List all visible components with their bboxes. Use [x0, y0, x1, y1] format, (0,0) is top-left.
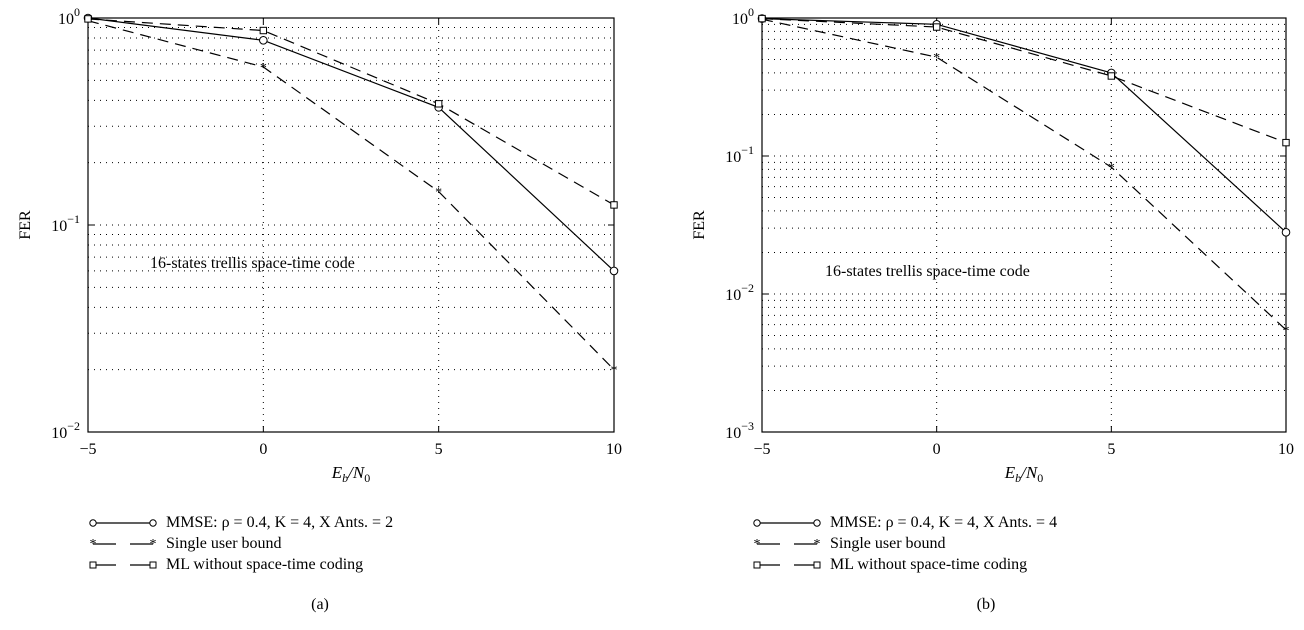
legend-b-swatch-1 — [753, 519, 821, 527]
svg-text:*: * — [150, 537, 157, 552]
x-tick-label: 5 — [435, 441, 443, 458]
data-point-star: * — [435, 186, 442, 201]
data-point-square — [610, 201, 618, 209]
legend-a-swatch-3 — [89, 561, 157, 569]
legend-a-swatch-2: * * — [90, 537, 157, 552]
data-point-square — [758, 14, 766, 23]
y-tick-label: 10−3 — [725, 419, 754, 442]
data-point-square — [932, 23, 941, 31]
x-tick-label: 5 — [1107, 441, 1115, 458]
y-tick-label: 10−1 — [51, 212, 80, 235]
panel-label-b: (b) — [976, 596, 996, 613]
grid-b — [762, 18, 1286, 432]
data-point-star: * — [933, 51, 940, 66]
data-point-square — [84, 15, 92, 23]
svg-text:*: * — [754, 537, 761, 552]
x-axis-label: Eb/N0 — [1004, 463, 1043, 485]
data-point-circle — [609, 266, 619, 276]
y-axis-label: FER — [17, 210, 34, 240]
y-axis-label: FER — [691, 210, 708, 240]
legend-b-swatch-2: * * — [754, 537, 821, 552]
y-tick-label: 10−1 — [725, 143, 754, 166]
data-point-square — [434, 100, 443, 108]
plot-frame-b — [761, 17, 1287, 433]
legend-a-label-2: Single user bound — [166, 535, 282, 552]
data-point-star: * — [1283, 324, 1290, 339]
x-tick-label: −5 — [79, 441, 96, 458]
svg-text:*: * — [90, 537, 97, 552]
x-tick-label: 10 — [1278, 441, 1294, 458]
x-axis-label: Eb/N0 — [331, 463, 370, 485]
y-tick-label: 10−2 — [725, 281, 754, 304]
series-line — [87, 18, 615, 206]
grid-a — [88, 18, 614, 432]
legend-a-label-1: MMSE: ρ = 0.4, K = 4, X Ants. = 2 — [166, 514, 394, 531]
series-line — [761, 18, 1287, 331]
x-tick-label: 0 — [933, 441, 941, 458]
panel-label-a: (a) — [311, 596, 329, 613]
data-point-star: * — [611, 364, 618, 379]
series-line — [761, 18, 1287, 233]
data-point-square — [1282, 138, 1290, 147]
data-point-star: * — [260, 61, 267, 76]
legend-b-swatch-3 — [753, 561, 821, 569]
data-point-star: * — [1108, 161, 1115, 176]
legend-a-label-3: ML without space-time coding — [166, 556, 364, 573]
legend-a-swatch-1 — [89, 519, 157, 527]
x-tick-label: −5 — [753, 441, 770, 458]
series-line — [87, 17, 615, 272]
data-point-square — [259, 26, 268, 35]
data-point-circle — [259, 36, 268, 45]
series-b-3 — [758, 14, 1290, 147]
x-tick-label: 10 — [606, 441, 622, 458]
series-a-3 — [84, 15, 618, 209]
series-line — [761, 18, 1287, 144]
series-b-2: **** — [759, 13, 1290, 339]
y-tick-label: 100 — [58, 5, 80, 28]
series-b-1 — [757, 14, 1291, 237]
series-line — [87, 20, 615, 371]
chart-annotation: 16-states trellis space-time code — [150, 255, 355, 272]
y-tick-label: 100 — [732, 5, 754, 28]
legend-b-label-1: MMSE: ρ = 0.4, K = 4, X Ants. = 4 — [830, 514, 1058, 531]
x-tick-label: 0 — [259, 441, 267, 458]
data-point-square — [1107, 72, 1116, 80]
svg-text:*: * — [814, 537, 821, 552]
data-point-circle — [1281, 227, 1291, 237]
legend-b-label-2: Single user bound — [830, 535, 946, 552]
chart-annotation: 16-states trellis space-time code — [825, 263, 1030, 280]
y-tick-label: 10−2 — [51, 419, 80, 442]
legend-b-label-3: ML without space-time coding — [830, 556, 1028, 573]
